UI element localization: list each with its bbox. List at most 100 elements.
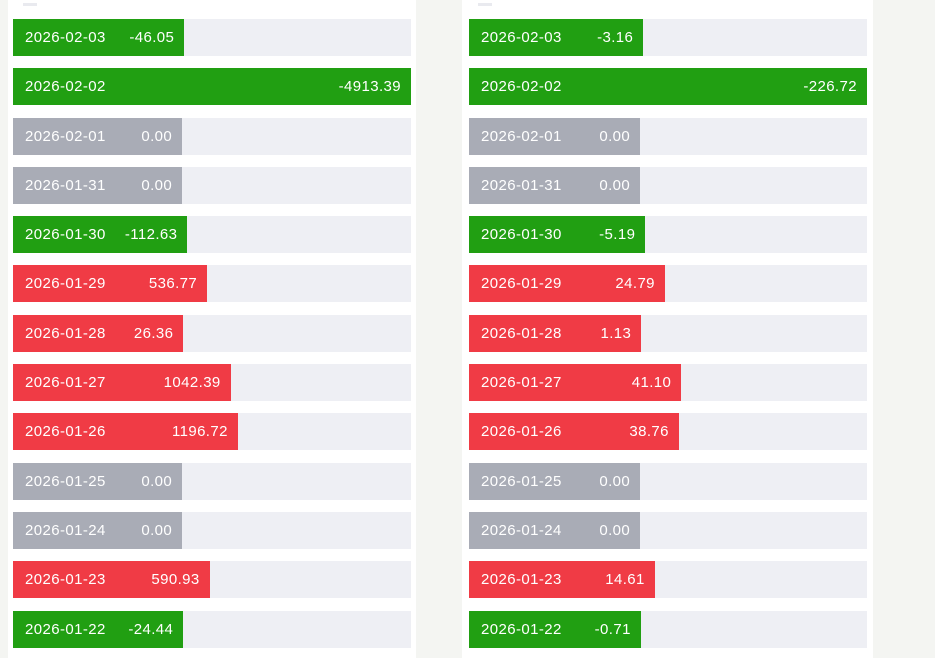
bar-row: 2026-01-25 0.00 <box>13 462 411 500</box>
bar-date-label: 2026-01-29 <box>481 275 562 293</box>
cutoff-row-remnant <box>23 3 37 6</box>
bar-value-label: 1196.72 <box>171 423 228 441</box>
bar-value-label: 41.10 <box>631 374 672 392</box>
bar-date-label: 2026-01-25 <box>481 472 562 490</box>
bar-row: 2026-01-23 590.93 <box>13 561 411 599</box>
bar-row: 2026-02-01 0.00 <box>13 117 411 155</box>
bar-row: 2026-01-23 14.61 <box>469 561 867 599</box>
bar-row: 2026-01-22 -0.71 <box>469 610 867 648</box>
bar-row: 2026-01-24 0.00 <box>13 511 411 549</box>
bar-date-label: 2026-01-31 <box>481 176 562 194</box>
bar-date-label: 2026-02-02 <box>25 78 106 96</box>
bar-date-label: 2026-01-22 <box>25 620 106 638</box>
bar-row: 2026-02-01 0.00 <box>469 117 867 155</box>
bar-date-label: 2026-02-01 <box>25 127 106 145</box>
bar-date-label: 2026-02-03 <box>25 29 106 46</box>
value-bar[interactable]: 2026-01-28 1.13 <box>469 314 642 352</box>
bar-value-label: 0.00 <box>599 176 631 194</box>
bar-date-label: 2026-01-26 <box>25 423 106 441</box>
value-bar[interactable]: 2026-01-29 24.79 <box>469 265 665 303</box>
bar-row: 2026-01-25 0.00 <box>469 462 867 500</box>
value-bar[interactable]: 2026-01-25 0.00 <box>469 462 641 500</box>
bar-row: 2026-02-03 -3.16 <box>469 19 867 56</box>
bar-date-label: 2026-01-28 <box>25 324 106 342</box>
bar-row: 2026-01-22 -24.44 <box>13 610 411 648</box>
value-bar[interactable]: 2026-01-26 1196.72 <box>13 413 238 451</box>
bar-row: 2026-02-02 -226.72 <box>469 68 867 106</box>
bar-value-label: 1042.39 <box>163 374 221 392</box>
bar-chart-panel-left: 2026-02-03 -46.05 2026-02-02 -4913.39 2026-0… <box>8 0 416 658</box>
bar-date-label: 2026-01-30 <box>25 226 106 244</box>
bar-value-label: 0.00 <box>599 521 631 539</box>
bar-row: 2026-01-29 24.79 <box>469 265 867 303</box>
value-bar[interactable]: 2026-01-30 -112.63 <box>13 216 188 254</box>
value-bar[interactable]: 2026-02-03 -46.05 <box>13 19 185 56</box>
value-bar[interactable]: 2026-02-01 0.00 <box>469 117 641 155</box>
bar-row: 2026-01-31 0.00 <box>13 166 411 204</box>
bar-value-label: 24.79 <box>615 275 655 293</box>
value-bar[interactable]: 2026-02-02 -4913.39 <box>13 68 411 106</box>
bar-row: 2026-01-24 0.00 <box>469 511 867 549</box>
bar-date-label: 2026-01-24 <box>481 521 562 539</box>
bar-value-label: 0.00 <box>141 127 173 145</box>
bar-date-label: 2026-01-24 <box>25 521 106 539</box>
bar-value-label: -5.19 <box>599 226 636 244</box>
value-bar[interactable]: 2026-01-23 590.93 <box>13 561 210 599</box>
bar-value-label: -4913.39 <box>338 78 401 96</box>
bar-value-label: -0.71 <box>594 620 631 638</box>
bar-row: 2026-01-29 536.77 <box>13 265 411 303</box>
cutoff-row-remnant <box>478 3 492 6</box>
bar-row: 2026-02-03 -46.05 <box>13 19 411 56</box>
value-bar[interactable]: 2026-01-26 38.76 <box>469 413 679 451</box>
bar-row: 2026-01-28 1.13 <box>469 314 867 352</box>
bar-row: 2026-01-30 -5.19 <box>469 216 867 254</box>
bar-row: 2026-01-31 0.00 <box>469 166 867 204</box>
bar-date-label: 2026-01-30 <box>481 226 562 244</box>
bar-chart-panel-right: 2026-02-03 -3.16 2026-02-02 -226.72 2026-02-… <box>462 0 873 658</box>
bar-value-label: -3.16 <box>597 29 634 46</box>
bar-value-label: 38.76 <box>629 423 669 441</box>
bar-value-label: 0.00 <box>141 472 173 490</box>
value-bar[interactable]: 2026-01-28 26.36 <box>13 314 184 352</box>
bar-value-label: 0.00 <box>599 472 631 490</box>
bar-value-label: 14.61 <box>605 571 645 589</box>
bar-date-label: 2026-01-29 <box>25 275 106 293</box>
bar-value-label: -46.05 <box>129 29 175 46</box>
value-bar[interactable]: 2026-01-29 536.77 <box>13 265 208 303</box>
bar-row: 2026-01-27 1042.39 <box>13 364 411 402</box>
bar-date-label: 2026-01-27 <box>481 374 562 392</box>
value-bar[interactable]: 2026-02-01 0.00 <box>13 117 183 155</box>
bar-date-label: 2026-01-23 <box>481 571 562 589</box>
value-bar[interactable]: 2026-02-02 -226.72 <box>469 68 867 106</box>
value-bar[interactable]: 2026-01-27 41.10 <box>469 364 682 402</box>
value-bar[interactable]: 2026-01-22 -0.71 <box>469 610 641 648</box>
bar-date-label: 2026-01-28 <box>481 324 562 342</box>
bar-value-label: 0.00 <box>141 176 173 194</box>
value-bar[interactable]: 2026-01-31 0.00 <box>13 166 183 204</box>
bar-value-label: 536.77 <box>148 275 198 293</box>
bar-value-label: 590.93 <box>151 571 200 589</box>
value-bar[interactable]: 2026-01-24 0.00 <box>469 511 641 549</box>
bar-date-label: 2026-02-01 <box>481 127 562 145</box>
value-bar[interactable]: 2026-01-23 14.61 <box>469 561 655 599</box>
bar-value-label: 0.00 <box>141 521 173 539</box>
value-bar[interactable]: 2026-01-25 0.00 <box>13 462 183 500</box>
value-bar[interactable]: 2026-01-24 0.00 <box>13 511 183 549</box>
bar-row: 2026-01-26 1196.72 <box>13 413 411 451</box>
bar-date-label: 2026-01-25 <box>25 472 106 490</box>
value-bar[interactable]: 2026-01-31 0.00 <box>469 166 641 204</box>
bar-date-label: 2026-02-02 <box>481 78 562 96</box>
bar-date-label: 2026-01-23 <box>25 571 106 589</box>
value-bar[interactable]: 2026-01-22 -24.44 <box>13 610 184 648</box>
bar-date-label: 2026-01-27 <box>25 374 106 392</box>
value-bar[interactable]: 2026-01-27 1042.39 <box>13 364 231 402</box>
bar-value-label: -112.63 <box>124 226 178 244</box>
bar-date-label: 2026-01-22 <box>481 620 562 638</box>
bar-row: 2026-01-28 26.36 <box>13 314 411 352</box>
bar-value-label: -24.44 <box>128 620 174 638</box>
value-bar[interactable]: 2026-02-03 -3.16 <box>469 19 644 56</box>
bar-row: 2026-01-26 38.76 <box>469 413 867 451</box>
bar-row: 2026-01-30 -112.63 <box>13 216 411 254</box>
value-bar[interactable]: 2026-01-30 -5.19 <box>469 216 646 254</box>
bar-row: 2026-02-02 -4913.39 <box>13 68 411 106</box>
